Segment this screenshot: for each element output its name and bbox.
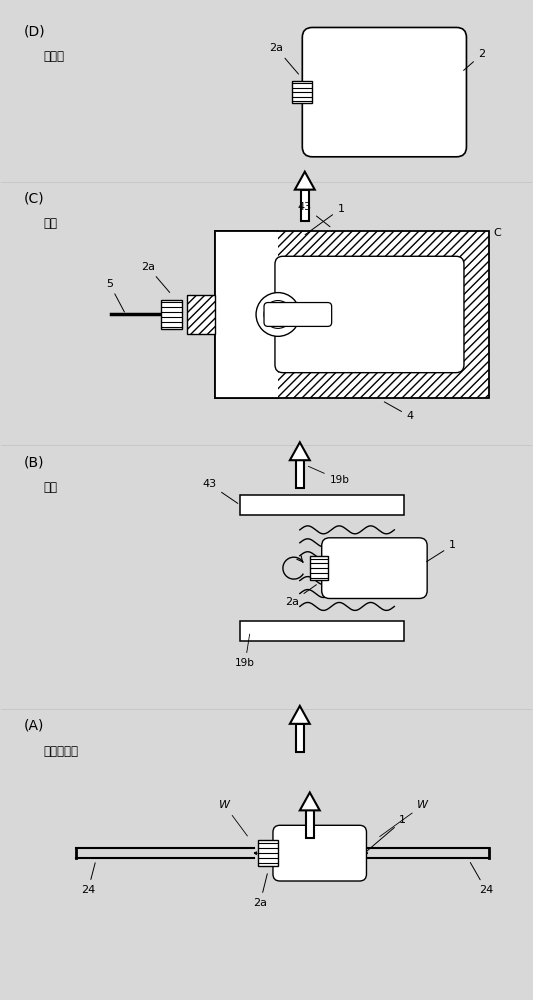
Text: 成型: 成型	[43, 217, 57, 230]
Text: (C): (C)	[23, 192, 44, 206]
Text: 2a: 2a	[253, 874, 268, 908]
Polygon shape	[300, 792, 320, 810]
Text: 24: 24	[81, 863, 95, 895]
FancyBboxPatch shape	[273, 825, 367, 881]
Text: (A): (A)	[23, 719, 44, 733]
Text: 喷射水蒸气: 喷射水蒸气	[43, 745, 78, 758]
Text: 43: 43	[297, 202, 330, 227]
Bar	[306, 810, 314, 838]
FancyBboxPatch shape	[275, 256, 464, 373]
Text: (D): (D)	[23, 24, 45, 38]
Polygon shape	[290, 442, 310, 460]
Bar	[240, 621, 404, 641]
Text: 2: 2	[464, 49, 486, 70]
Text: (B): (B)	[23, 455, 44, 469]
Bar	[278, 259, 461, 370]
Bar	[293, 81, 312, 103]
Bar	[215, 231, 278, 398]
Text: 5: 5	[106, 279, 124, 312]
Bar	[296, 724, 304, 752]
Text: 24: 24	[470, 863, 493, 895]
FancyBboxPatch shape	[264, 303, 332, 326]
Text: 1: 1	[305, 204, 345, 235]
Bar	[188, 295, 215, 334]
FancyBboxPatch shape	[322, 538, 427, 598]
Text: 1: 1	[367, 815, 406, 851]
Text: 取出瓶: 取出瓶	[43, 50, 64, 63]
Text: 2a: 2a	[141, 262, 169, 292]
Polygon shape	[295, 172, 315, 190]
Text: 2a: 2a	[285, 585, 317, 607]
Polygon shape	[290, 706, 310, 724]
Text: 1: 1	[426, 540, 456, 562]
Text: W: W	[219, 800, 247, 836]
Bar	[240, 495, 404, 515]
Text: 43: 43	[203, 479, 238, 503]
Bar	[296, 460, 304, 488]
Text: 4: 4	[384, 402, 414, 421]
Bar	[160, 300, 182, 329]
Bar	[215, 231, 489, 398]
Circle shape	[256, 293, 300, 336]
Text: 2a: 2a	[270, 43, 298, 74]
Bar	[310, 556, 328, 580]
Text: 19b: 19b	[235, 634, 255, 668]
Text: 19b: 19b	[308, 466, 350, 485]
Text: 加热: 加热	[43, 481, 57, 494]
Text: C: C	[494, 228, 502, 238]
Text: W: W	[379, 800, 428, 837]
FancyBboxPatch shape	[302, 27, 466, 157]
Bar	[258, 840, 278, 866]
Bar	[301, 190, 309, 221]
Circle shape	[264, 301, 292, 328]
